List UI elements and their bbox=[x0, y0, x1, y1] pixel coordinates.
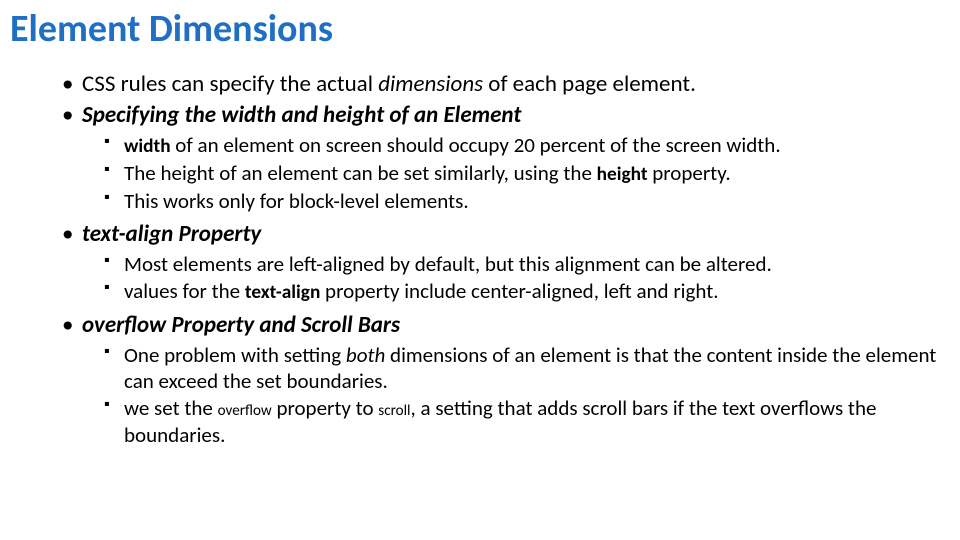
text-run: both bbox=[346, 342, 385, 368]
text-run: overflow bbox=[218, 402, 272, 420]
text-run: text-align bbox=[245, 281, 320, 304]
text-run: we set the bbox=[124, 395, 218, 421]
text-run: width bbox=[124, 135, 171, 158]
text-run: One problem with setting bbox=[124, 342, 346, 368]
text-run: of an element on screen should occupy 20… bbox=[171, 132, 781, 158]
bullet-list: CSS rules can specify the actual dimensi… bbox=[0, 70, 960, 448]
list-item: Specifying the width and height of an El… bbox=[62, 101, 960, 130]
list-item: we set the overflow property to scroll, … bbox=[104, 395, 960, 448]
text-run: Specifying the width and height of an El… bbox=[82, 101, 521, 129]
list-item: Most elements are left-aligned by defaul… bbox=[104, 251, 960, 277]
text-run: overflow Property and Scroll Bars bbox=[82, 311, 400, 339]
slide-title: Element Dimensions bbox=[0, 6, 960, 52]
text-run: height bbox=[597, 163, 648, 186]
sub-list: One problem with setting both dimensions… bbox=[62, 342, 960, 448]
list-item: text-align Property bbox=[62, 220, 960, 249]
sub-list: Most elements are left-aligned by defaul… bbox=[62, 251, 960, 305]
text-run: dimensions bbox=[378, 70, 483, 98]
list-item: width of an element on screen should occ… bbox=[104, 132, 960, 159]
text-run: property. bbox=[648, 160, 731, 186]
list-item: This works only for block-level elements… bbox=[104, 188, 960, 214]
text-run: values for the bbox=[124, 278, 245, 304]
list-item: CSS rules can specify the actual dimensi… bbox=[62, 70, 960, 99]
text-run: scroll bbox=[378, 402, 410, 420]
text-run: Most elements are left-aligned by defaul… bbox=[124, 251, 772, 277]
text-run: text-align Property bbox=[82, 220, 261, 248]
text-run: The height of an element can be set simi… bbox=[124, 160, 597, 186]
list-item: One problem with setting both dimensions… bbox=[104, 342, 960, 395]
list-item: overflow Property and Scroll Bars bbox=[62, 311, 960, 340]
list-item: The height of an element can be set simi… bbox=[104, 160, 960, 187]
text-run: property include center-aligned, left an… bbox=[320, 278, 718, 304]
sub-list: width of an element on screen should occ… bbox=[62, 132, 960, 215]
text-run: This works only for block-level elements… bbox=[124, 188, 469, 214]
text-run: of each page element. bbox=[483, 70, 696, 98]
text-run: property to bbox=[272, 395, 379, 421]
list-item: values for the text-align property inclu… bbox=[104, 278, 960, 305]
text-run: CSS rules can specify the actual bbox=[82, 70, 378, 98]
